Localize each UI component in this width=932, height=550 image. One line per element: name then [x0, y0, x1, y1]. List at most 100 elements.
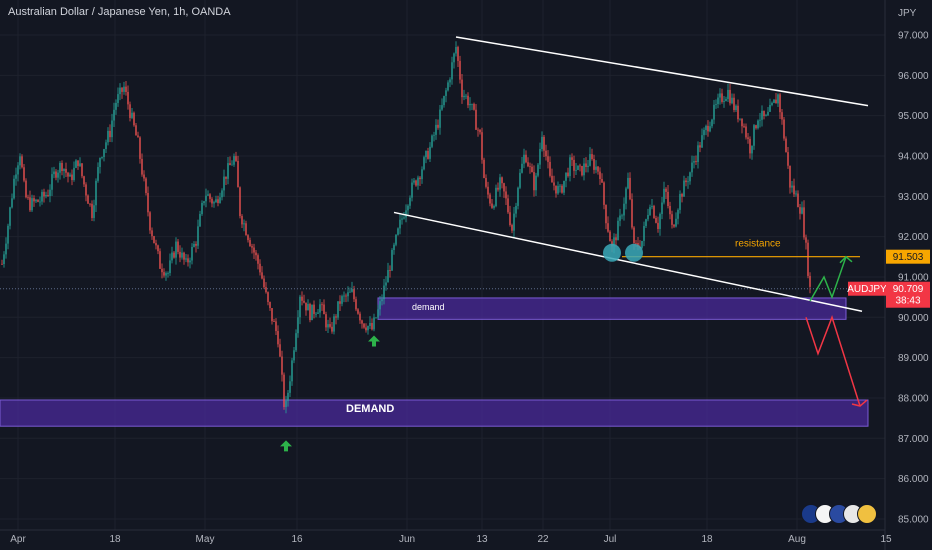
candle-body: [359, 313, 361, 321]
bearish-scenario-path[interactable]: [805, 315, 861, 407]
candle-body: [11, 198, 13, 208]
candle-body: [207, 194, 209, 196]
upper-trendline[interactable]: [455, 36, 869, 107]
candle-body: [191, 246, 193, 261]
candle-body: [115, 102, 117, 110]
candle-body: [457, 47, 459, 61]
candle-body: [599, 171, 601, 180]
candle-body: [113, 109, 115, 121]
x-tick-label: Jul: [604, 534, 617, 545]
candle-body: [465, 95, 467, 97]
candle-body: [169, 260, 171, 274]
candle-body: [739, 118, 741, 120]
x-tick-label: Apr: [10, 534, 26, 545]
candle-body: [417, 177, 419, 186]
broker-logos[interactable]: [801, 504, 877, 524]
candle-body: [51, 174, 53, 190]
candle-body: [745, 126, 747, 138]
candle-body: [587, 165, 589, 167]
candle-body: [781, 112, 783, 120]
candle-body: [347, 292, 349, 297]
candle-body: [249, 240, 251, 247]
candle-body: [391, 249, 393, 271]
candle-body: [777, 94, 779, 104]
candle-body: [309, 304, 311, 321]
candle-body: [83, 176, 85, 185]
candle-body: [77, 160, 79, 166]
candle-body: [203, 201, 205, 203]
candle-body: [201, 202, 203, 215]
candle-body: [767, 111, 769, 116]
candle-body: [75, 160, 77, 168]
candle-body: [393, 244, 395, 250]
candle-body: [33, 198, 35, 202]
candle-body: [237, 160, 239, 188]
candle-body: [251, 246, 253, 248]
candle-body: [187, 258, 189, 263]
candle-body: [487, 186, 489, 195]
candle-body: [759, 119, 761, 121]
candle-body: [601, 179, 603, 183]
candle-body: [493, 206, 495, 208]
candle-body: [737, 105, 739, 120]
lower-trendline[interactable]: [393, 211, 863, 312]
current-price-text: 90.709: [893, 284, 924, 295]
candle-body: [733, 97, 735, 110]
candle-body: [19, 156, 21, 166]
candle-body: [399, 219, 401, 229]
candles-layer: [1, 41, 811, 414]
candle-body: [479, 129, 481, 133]
candle-body: [159, 251, 161, 269]
candle-body: [727, 89, 729, 99]
candle-body: [373, 317, 375, 330]
y-tick-label: 95.000: [898, 111, 929, 122]
candle-body: [61, 163, 63, 172]
candle-body: [165, 273, 167, 276]
resistance-price-badge: [886, 249, 930, 264]
candle-body: [355, 299, 357, 310]
candle-body: [459, 60, 461, 80]
candle-body: [205, 195, 207, 202]
candle-body: [295, 333, 297, 351]
candle-body: [329, 324, 331, 327]
candle-body: [779, 94, 781, 113]
x-tick-label: Jun: [399, 534, 415, 545]
candle-body: [431, 135, 433, 147]
candle-body: [497, 187, 499, 190]
candle-body: [241, 216, 243, 225]
candle-body: [585, 163, 587, 167]
candle-body: [809, 275, 811, 287]
candle-body: [651, 206, 653, 208]
candle-body: [565, 172, 567, 181]
candle-body: [627, 177, 629, 189]
candle-body: [293, 350, 295, 361]
candle-body: [71, 174, 73, 181]
price-axis[interactable]: 97.000 96.000 95.000 94.000 93.000 92.000 91.0…: [898, 8, 929, 525]
candle-body: [325, 314, 327, 328]
candle-body: [791, 185, 793, 188]
candle-body: [483, 159, 485, 178]
candle-body: [501, 177, 503, 184]
candle-body: [505, 191, 507, 199]
candle-body: [633, 227, 635, 243]
candle-body: [509, 212, 511, 225]
candle-body: [245, 223, 247, 236]
candle-body: [491, 203, 493, 208]
candle-body: [447, 82, 449, 91]
candle-body: [719, 93, 721, 98]
candle-body: [225, 176, 227, 179]
bullish-scenario-path[interactable]: [809, 256, 847, 302]
candle-body: [97, 167, 99, 181]
bullish-arrowhead-icon: [839, 255, 853, 264]
candle-body: [149, 212, 151, 231]
candle-body: [167, 273, 169, 274]
candle-body: [527, 162, 529, 167]
time-axis[interactable]: Apr 18 May 16 Jun 13 22 Jul 18 Aug 15: [10, 534, 892, 545]
candle-body: [277, 331, 279, 345]
candle-body: [729, 89, 731, 104]
demand-zone[interactable]: [377, 297, 847, 320]
major-demand-zone[interactable]: [0, 399, 869, 427]
candle-body: [609, 231, 611, 242]
candle-body: [773, 99, 775, 103]
